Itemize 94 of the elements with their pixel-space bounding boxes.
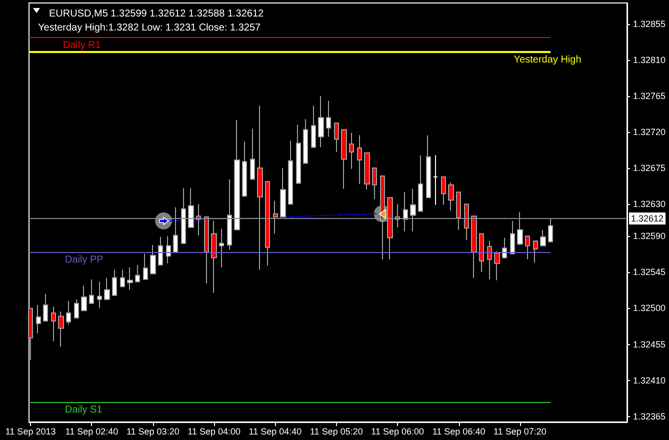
candlestick	[464, 204, 469, 241]
y-tick-label: 1.32410	[633, 375, 666, 386]
candlestick	[548, 218, 553, 242]
candlestick	[479, 233, 484, 273]
candlestick	[89, 278, 94, 304]
candlestick	[196, 204, 201, 236]
candlestick	[418, 154, 423, 212]
candlestick	[410, 188, 416, 232]
candlestick	[104, 277, 110, 301]
candlestick	[494, 250, 500, 281]
candlestick	[357, 134, 362, 185]
x-tick-label: 11 Sep 05:20	[310, 426, 363, 436]
candlestick	[311, 105, 316, 149]
candlestick	[120, 269, 125, 288]
candlestick	[81, 285, 87, 312]
candlestick	[426, 134, 431, 198]
x-tick-label: 11 Sep 04:40	[248, 426, 302, 436]
x-tick-label: 11 Sep 06:00	[371, 426, 424, 436]
candlestick	[188, 188, 194, 228]
y-tick-label: 1.32675	[633, 163, 666, 174]
candlestick	[219, 228, 224, 268]
candlestick	[158, 236, 163, 266]
ref-line-label: Daily R1	[63, 40, 102, 51]
y-tick-label: 1.32720	[633, 126, 666, 137]
candlestick	[510, 220, 515, 254]
candlestick	[97, 281, 102, 309]
text: Yesterday High:1.3282 Low: 1.3231 Close: 1.3257	[38, 22, 262, 34]
candlestick	[66, 300, 71, 325]
candlestick	[318, 95, 324, 148]
candlestick	[288, 140, 293, 205]
candlestick	[173, 206, 178, 253]
candlestick	[533, 240, 538, 264]
candlestick	[502, 237, 507, 258]
candlestick	[349, 132, 354, 170]
candlestick	[242, 141, 247, 197]
text: EURUSD,M5 1.32599 1.32612 1.32588 1.32612	[49, 8, 264, 20]
candlestick	[326, 100, 331, 138]
candlestick	[135, 264, 140, 282]
x-tick-label: 11 Sep 07:20	[493, 426, 546, 436]
candlestick	[540, 229, 546, 246]
y-tick-label: 1.32855	[633, 18, 666, 29]
ref-line-label: Daily S1	[65, 404, 103, 416]
candlestick	[127, 266, 133, 290]
candlestick	[112, 269, 117, 296]
candlestick	[74, 298, 79, 318]
candlestick	[448, 182, 454, 211]
candlestick	[525, 236, 530, 260]
candlestick	[265, 181, 270, 266]
y-tick-label: 1.32590	[633, 231, 666, 242]
candlestick	[51, 306, 56, 342]
candlestick	[166, 236, 171, 264]
y-tick-label: 1.32500	[633, 303, 666, 314]
candlestick	[517, 212, 523, 246]
y-tick-label: 1.32545	[633, 267, 666, 278]
candlestick	[433, 154, 438, 206]
y-tick-label: 1.32630	[633, 199, 666, 210]
candlestick	[234, 119, 240, 230]
candlestick	[250, 128, 255, 180]
candlestick	[372, 168, 377, 200]
candlestick	[487, 240, 492, 280]
candlestick	[181, 188, 186, 244]
candlestick	[296, 124, 301, 184]
x-tick-label: 11 Sep 02:40	[65, 426, 118, 436]
candlestick	[471, 216, 477, 278]
candlestick	[150, 244, 156, 274]
candlestick	[36, 304, 41, 334]
candlestick	[227, 178, 232, 250]
candlestick	[204, 216, 209, 284]
candlestick	[28, 308, 33, 361]
candlestick	[211, 220, 217, 294]
x-tick-label: 11 Sep 04:00	[188, 426, 241, 436]
ref-line-label: Yesterday High	[514, 54, 582, 66]
candlestick	[143, 253, 148, 280]
ref-line-label: Daily PP	[65, 254, 104, 266]
candlestick	[403, 192, 408, 232]
y-tick-label: 1.32810	[633, 54, 666, 65]
candlestick	[43, 293, 48, 322]
candlestick	[58, 310, 64, 348]
x-tick-label: 11 Sep 06:40	[432, 426, 486, 436]
candlestick	[257, 105, 263, 270]
candlestick	[341, 129, 347, 190]
candlestick	[441, 176, 446, 206]
y-tick-label: 1.32365	[633, 411, 666, 422]
candlestick	[334, 122, 339, 153]
candlestick	[364, 152, 370, 190]
y-tick-label: 1.32455	[633, 339, 666, 350]
candlestick	[303, 118, 308, 164]
x-tick-label: 11 Sep 2013	[5, 426, 56, 436]
candlestick	[273, 200, 278, 234]
y-tick-label: 1.32765	[633, 90, 666, 101]
ref-line-label: 1.32612	[631, 214, 664, 224]
candlestick	[456, 192, 461, 230]
candlestick	[280, 168, 286, 218]
x-tick-label: 11 Sep 03:20	[126, 426, 180, 436]
